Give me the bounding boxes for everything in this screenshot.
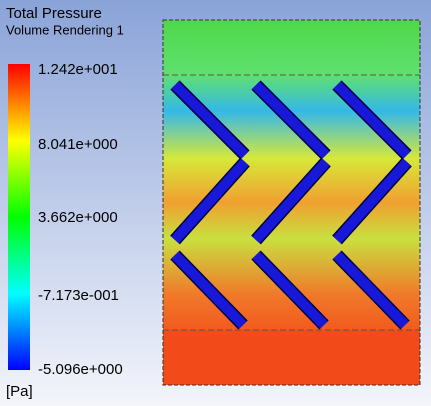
blade bbox=[171, 81, 249, 159]
outlet-region bbox=[163, 330, 420, 385]
legend-tick-label: -7.173e-001 bbox=[38, 287, 119, 304]
blade bbox=[252, 158, 330, 244]
legend-tick-label: 1.242e+001 bbox=[38, 61, 118, 78]
blade bbox=[333, 81, 411, 159]
legend-ticks: 1.242e+001 8.041e+000 3.662e+000 -7.173e-00… bbox=[38, 61, 123, 378]
domain-border bbox=[162, 19, 421, 386]
blade bbox=[252, 81, 330, 159]
simulation-domain bbox=[162, 19, 421, 386]
color-bar bbox=[8, 64, 30, 370]
blade bbox=[333, 251, 409, 329]
legend-tick-label: -5.096e+000 bbox=[38, 361, 123, 378]
legend-unit: [Pa] bbox=[6, 383, 33, 400]
legend-title: Total Pressure bbox=[6, 5, 102, 22]
blade bbox=[252, 251, 328, 329]
blade bbox=[171, 158, 249, 244]
legend-tick-label: 3.662e+000 bbox=[38, 209, 118, 226]
blades bbox=[170, 80, 412, 330]
blade bbox=[171, 251, 247, 329]
blade bbox=[333, 158, 411, 244]
legend-subtitle: Volume Rendering 1 bbox=[6, 22, 124, 37]
legend-tick-label: 8.041e+000 bbox=[38, 136, 118, 153]
